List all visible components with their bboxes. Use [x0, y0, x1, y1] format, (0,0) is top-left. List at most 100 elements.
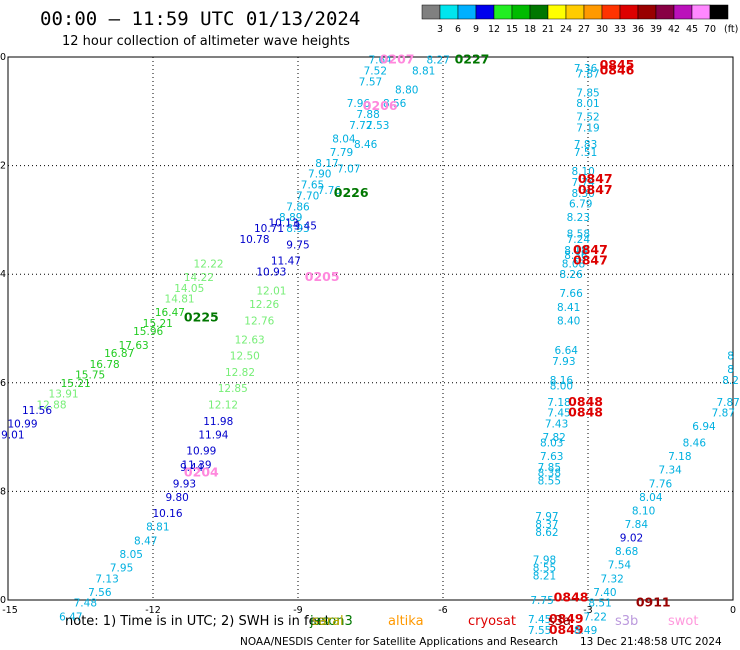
colorbar: 3 6 9 12 15 18 21 24 27 30 33 36 39 42 45 70 (ft) [421, 4, 738, 35]
colorbar-swatch [475, 4, 495, 20]
colorbar-swatch [601, 4, 621, 20]
wave-height-value: 9.01 [1, 429, 24, 441]
wave-height-value: 7.63 [540, 451, 563, 463]
wave-height-value: 7.87 [712, 408, 735, 420]
wave-height-value: 7.72 [349, 120, 372, 132]
wave-height-value: 10.13 [268, 218, 298, 230]
pass-time-label: 0847 [573, 253, 608, 268]
wave-height-value: 13.91 [49, 389, 79, 401]
wave-height-value: 7.34 [658, 465, 682, 477]
x-tick-label: 0 [730, 605, 736, 616]
wave-height-value: 7.90 [308, 169, 331, 181]
colorbar-label: 6 [455, 24, 461, 35]
wave-height-value: 10.93 [256, 266, 286, 278]
wave-height-value: 8.23 [567, 212, 590, 224]
wave-height-value: 7.57 [359, 76, 382, 88]
wave-height-value: 12.26 [249, 299, 279, 311]
x-tick-label: -3 [583, 605, 592, 616]
wave-height-value: 9.02 [620, 533, 643, 545]
colorbar-label: 30 [596, 24, 608, 35]
wave-height-value: 12.88 [36, 400, 66, 412]
colorbar-label: 42 [668, 24, 680, 35]
wave-height-value: 12.82 [225, 367, 255, 379]
wave-height-value: 15.21 [143, 318, 173, 330]
x-tick-label: -6 [438, 605, 447, 616]
wave-height-value: 10.16 [152, 508, 182, 520]
wave-height-value: 9.93 [173, 478, 196, 490]
y-tick-label: -60 [0, 595, 6, 606]
wave-height-value: 7.53 [366, 120, 389, 132]
wave-height-value: 7.66 [559, 288, 583, 300]
wave-height-value: 16.78 [90, 359, 120, 371]
wave-height-value: 7.36 [574, 63, 598, 75]
wave-height-value: 15.75 [75, 370, 105, 382]
colorbar-label: 24 [560, 24, 572, 35]
wave-height-value: 11.39 [181, 459, 211, 471]
wave-height-value: 12.63 [235, 334, 265, 346]
pass-time-label: 0227 [455, 52, 490, 67]
y-tick-label: -52 [0, 161, 6, 172]
wave-height-value: 7.40 [593, 587, 616, 599]
wave-height-value: 15.21 [61, 378, 91, 390]
wave-height-value: 7.82 [542, 432, 565, 444]
x-tick-label: -9 [293, 605, 302, 616]
wave-height-value: 6.79 [569, 199, 592, 211]
wave-height-value: 8.51 [588, 598, 611, 610]
wave-height-value: 10.71 [254, 223, 284, 235]
pass-time-label: 0849 [549, 611, 584, 626]
y-tick-label: -50 [0, 52, 6, 63]
pass-time-label: 0206 [363, 98, 398, 113]
wave-height-value: 12.01 [256, 285, 286, 297]
pass-time-label: 0848 [568, 394, 603, 409]
wave-height-value: 14.22 [184, 272, 214, 284]
wave-height-value: 7.45 [547, 408, 570, 420]
wave-height-value: 8.08 [562, 258, 585, 270]
colorbar-label: 3 [437, 24, 443, 35]
pass-time-label: 0848 [554, 589, 589, 604]
legend-item: s3b [615, 614, 638, 629]
colorbar-swatch [421, 4, 441, 20]
footer-timestamp: 13 Dec 21:48:58 UTC 2024 [580, 636, 722, 648]
wave-height-value: 7.55 [528, 625, 551, 637]
wave-height-value: 6.64 [555, 345, 579, 357]
wave-height-value: 8.62 [535, 527, 558, 539]
colorbar-unit: (ft) [724, 24, 738, 35]
wave-height-value: 8.30 [571, 188, 594, 200]
wave-height-value: 11.47 [271, 256, 301, 268]
wave-height-value: 7.76 [649, 478, 673, 490]
wave-height-value: 7.64 [368, 55, 392, 67]
wave-height-value: 11.56 [22, 405, 52, 417]
wave-height-value: 8.93 [286, 223, 309, 235]
footer-note: note: 1) Time is in UTC; 2) SWH is in fe… [65, 614, 330, 629]
wave-height-value: 7.52 [364, 66, 387, 78]
wave-height-value: 11.98 [203, 416, 233, 428]
legend-item: jason3 [309, 614, 353, 629]
legend-item: swot [668, 614, 698, 629]
wave-height-value: 8 [727, 351, 734, 363]
colorbar-label: 45 [686, 24, 698, 35]
wave-height-value: 7.13 [95, 573, 118, 585]
wave-height-value: 8.37 [535, 519, 558, 531]
colorbar-label: 18 [524, 24, 536, 35]
legend-item: saral [312, 614, 344, 629]
wave-height-value: 14.05 [174, 283, 204, 295]
colorbar-swatch [439, 4, 459, 20]
pass-time-label: 0847 [573, 242, 608, 257]
colorbar-swatch [691, 4, 711, 20]
wave-height-value: 8.46 [354, 139, 378, 151]
pass-time-label: 0911 [636, 595, 671, 610]
colorbar-label: 15 [506, 24, 518, 35]
wave-height-value: 8.36 [564, 250, 588, 262]
pass-time-label: 0225 [184, 310, 219, 325]
plot-frame [7, 56, 734, 601]
wave-height-value: 8.55 [533, 562, 556, 574]
wave-height-value: 12.50 [230, 351, 260, 363]
wave-height-value: 8.18 [564, 245, 587, 257]
wave-height-value: 7.87 [716, 397, 739, 409]
wave-height-value: 7.79 [330, 147, 353, 159]
colorbar-swatch [493, 4, 513, 20]
wave-height-value: 8.40 [557, 315, 580, 327]
colorbar-swatch [457, 4, 477, 20]
